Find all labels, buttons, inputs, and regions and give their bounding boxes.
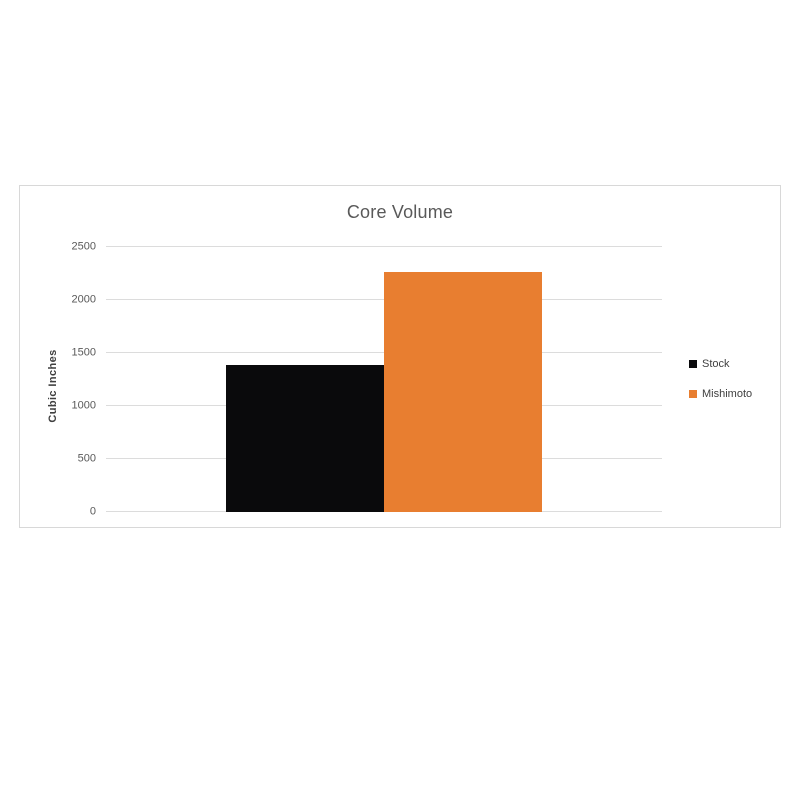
y-tick-label-0: 0	[89, 505, 96, 518]
y-tick-label-2000: 2000	[71, 293, 96, 306]
y-tick-label-1000: 1000	[71, 399, 96, 412]
plot-area: 0 500 1000 1500 2000 2500	[72, 241, 662, 517]
legend-swatch-mishimoto	[689, 390, 697, 398]
y-tick-label-1500: 1500	[71, 346, 96, 359]
legend-swatch-stock	[689, 360, 697, 368]
y-axis-title: Cubic Inches	[47, 349, 59, 423]
bar-mishimoto	[384, 272, 542, 512]
legend-label-stock: Stock	[702, 358, 730, 370]
bar-stock	[226, 364, 384, 512]
legend-item-mishimoto: Mishimoto	[689, 388, 752, 400]
gridline-2500	[106, 246, 662, 247]
legend-label-mishimoto: Mishimoto	[702, 388, 753, 400]
chart-panel: Core Volume Cubic Inches 0 500 1000 1500 200…	[19, 185, 781, 528]
y-tick-label-500: 500	[77, 452, 96, 465]
legend: Stock Mishimoto	[689, 358, 752, 400]
legend-item-stock: Stock	[689, 358, 752, 370]
y-tick-label-2500: 2500	[71, 240, 96, 253]
chart-title: Core Volume	[346, 202, 454, 222]
